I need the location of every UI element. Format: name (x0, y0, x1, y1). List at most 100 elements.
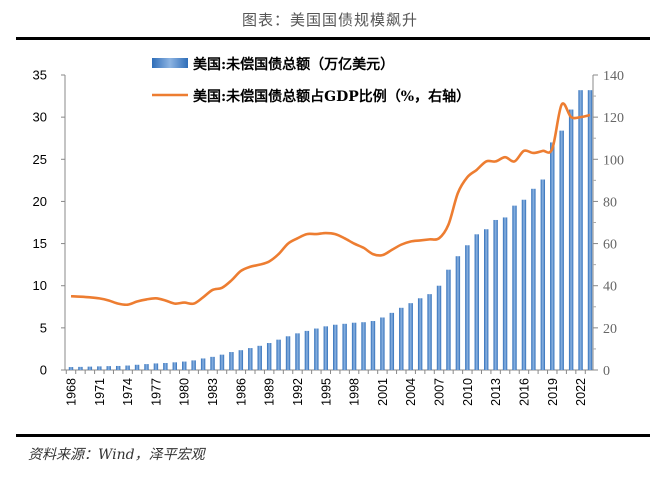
x-tick-label: 1983 (206, 378, 220, 406)
x-tick-label: 1995 (319, 378, 333, 406)
right-tick-label: 20 (603, 322, 617, 337)
bar-1990 (276, 339, 281, 370)
bar-1974 (125, 365, 130, 370)
bar-2014 (502, 217, 508, 370)
bar-2011 (474, 234, 479, 370)
x-tick-label: 1992 (291, 378, 305, 406)
legend-bar-swatch (152, 58, 188, 68)
x-tick-label: 2022 (574, 378, 588, 406)
source-note: 资料来源：Wind，泽平宏观 (28, 447, 205, 463)
left-tick-label: 15 (33, 236, 47, 251)
bar-2006 (427, 294, 432, 370)
bar-1996 (333, 324, 338, 370)
x-tick-label: 1986 (234, 378, 248, 406)
bar-1973 (115, 365, 121, 370)
left-tick-label: 25 (33, 152, 47, 167)
bar-1970 (87, 366, 93, 370)
x-tick-label: 2019 (546, 378, 560, 406)
left-tick-label: 35 (33, 68, 47, 83)
bar-1994 (314, 328, 319, 370)
bar-2016 (521, 199, 527, 370)
bar-2001 (380, 317, 385, 370)
left-tick-label: 20 (33, 194, 47, 209)
bar-1979 (172, 362, 177, 370)
bar-2007 (436, 285, 442, 370)
right-tick-label: 40 (603, 280, 617, 295)
x-tick-label: 1980 (178, 378, 192, 406)
x-tick-label: 1968 (65, 378, 79, 406)
chart-title: 图表：美国国债规模飙升 (241, 11, 418, 29)
x-tick-label: 2016 (517, 378, 531, 406)
bar-1971 (97, 366, 102, 370)
bar-2023 (587, 90, 593, 371)
legend-label-ratio: 美国:未偿国债总额占GDP比例（%，右轴） (193, 88, 470, 105)
right-tick-label: 140 (603, 69, 624, 84)
bar-2020 (559, 130, 564, 370)
left-tick-label: 0 (40, 363, 47, 378)
bar-1998 (351, 322, 357, 370)
legend: 美国:未偿国债总额（万亿美元） 美国:未偿国债总额占GDP比例（%，右轴） (152, 56, 470, 105)
legend-label-debt: 美国:未偿国债总额（万亿美元） (193, 56, 394, 73)
x-tick-label: 1977 (149, 378, 163, 406)
left-tick-label: 10 (33, 278, 47, 293)
bar-2018 (540, 179, 546, 370)
bar-1975 (134, 364, 140, 370)
bar-1991 (285, 336, 291, 370)
bar-1989 (266, 343, 272, 370)
left-tick-label: 30 (33, 110, 47, 125)
bar-1982 (200, 358, 206, 370)
bar-1986 (238, 350, 244, 370)
right-tick-label: 0 (603, 364, 610, 379)
bar-1984 (219, 354, 225, 370)
bar-1977 (153, 363, 159, 370)
bar-2012 (484, 229, 489, 370)
bar-1980 (182, 361, 187, 370)
x-tick-label: 2004 (404, 378, 418, 406)
right-tick-label: 120 (603, 111, 624, 126)
x-tick-label: 1998 (348, 378, 362, 406)
bar-1969 (78, 366, 83, 370)
bar-1978 (163, 363, 168, 370)
x-tick-label: 1974 (121, 378, 135, 406)
x-tick-label: 2013 (489, 378, 503, 406)
bar-1968 (68, 367, 74, 370)
bar-1972 (106, 366, 111, 370)
bar-2019 (550, 142, 555, 370)
bar-1999 (361, 322, 366, 370)
bar-2015 (512, 205, 517, 370)
bar-1992 (295, 333, 300, 370)
bar-2021 (568, 109, 574, 371)
bar-1987 (248, 348, 253, 370)
bar-1976 (144, 364, 149, 370)
right-tick-label: 80 (603, 195, 617, 210)
x-tick-label: 2001 (376, 378, 390, 406)
top-rule (16, 37, 650, 40)
bar-2013 (493, 219, 498, 370)
bar-2002 (389, 312, 395, 370)
ratio-line (70, 102, 591, 307)
x-tick-label: 2007 (433, 378, 447, 406)
bar-1995 (323, 326, 328, 370)
bar-1997 (342, 323, 347, 370)
bar-1983 (210, 356, 215, 370)
bar-2000 (370, 321, 376, 370)
bar-1993 (304, 330, 310, 370)
x-tick-label: 1971 (93, 378, 107, 406)
bar-2010 (465, 245, 470, 370)
bottom-rule (16, 434, 650, 437)
bar-2009 (455, 256, 461, 370)
bar-2004 (408, 303, 413, 370)
bar-2008 (446, 269, 451, 370)
x-tick-label: 2010 (461, 378, 475, 406)
bar-1985 (229, 352, 234, 370)
left-tick-label: 5 (40, 320, 47, 335)
right-tick-label: 100 (603, 153, 624, 168)
bar-2022 (578, 90, 583, 371)
bar-1981 (191, 360, 196, 370)
x-tick-label: 1989 (263, 378, 277, 406)
bar-2003 (399, 307, 404, 370)
right-tick-label: 60 (603, 238, 617, 253)
bar-2017 (531, 188, 536, 370)
bar-2005 (417, 298, 423, 370)
